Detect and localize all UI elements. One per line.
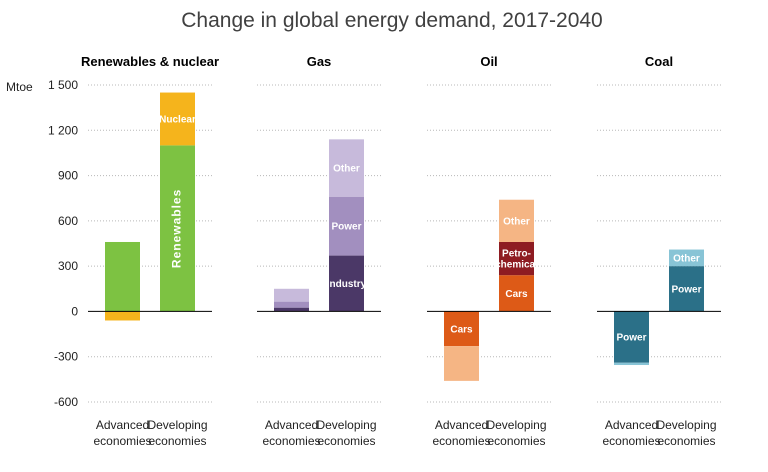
x-category-label: Advanced economies <box>262 418 320 448</box>
bar-segment-other <box>274 288 309 302</box>
y-axis-unit-label: Mtoe <box>6 80 33 94</box>
bar-segment-power <box>274 301 309 308</box>
y-tick-label: -600 <box>54 395 78 409</box>
segment-label: Other <box>333 164 360 175</box>
bar-segment-other <box>329 139 364 197</box>
segment-label: Industry <box>327 279 367 290</box>
segment-label: Nuclear <box>159 114 196 125</box>
y-tick-label: 900 <box>58 169 78 183</box>
panel-gas: Gas Industry Power Other Advanced economiesDe… <box>257 54 381 448</box>
segment-label: Power <box>671 284 701 295</box>
segment-label: Cars <box>505 289 528 300</box>
y-tick-label: 1 200 <box>48 123 78 137</box>
panel-coal: Coal Power Power Other Advanced economiesDeve… <box>597 54 721 448</box>
panel-title: Renewables & nuclear <box>81 54 219 69</box>
x-category-label: Advanced economies <box>93 418 151 448</box>
bar-segment-renewables <box>160 145 195 312</box>
x-category-label: Advanced economies <box>432 418 490 448</box>
bar-segment-cars <box>444 311 479 347</box>
x-category-label: Developing economies <box>486 418 546 448</box>
bar-segment-cars <box>499 275 534 312</box>
bar-segment-power <box>329 196 364 256</box>
panel-title: Gas <box>307 54 332 69</box>
segment-label: Renewables <box>170 189 184 268</box>
bar-segment-power <box>614 311 649 363</box>
x-category-label: Developing economies <box>147 418 207 448</box>
y-tick-label: 0 <box>71 304 78 318</box>
segment-label: Cars <box>450 324 473 335</box>
bar-segment-power <box>669 266 704 312</box>
segment-label: Other <box>673 253 700 264</box>
panel-oil: Oil Cars Cars Petro-chemical Other Advanced ec… <box>427 54 551 448</box>
bar-segment-nuclear <box>105 311 140 321</box>
bar-segment-nuclear <box>160 92 195 146</box>
segment-label: Other <box>503 216 530 227</box>
panel-title: Oil <box>480 54 497 69</box>
segment-label: Petro-chemical <box>495 249 538 271</box>
y-tick-label: 1 500 <box>48 78 78 92</box>
bar-segment-other <box>669 249 704 267</box>
y-tick-label: -300 <box>54 350 78 364</box>
segment-label: Power <box>331 222 361 233</box>
y-tick-label: 300 <box>58 259 78 273</box>
bar-segment-renewables <box>105 241 140 312</box>
bar-segment-industry <box>274 307 309 312</box>
x-category-label: Developing economies <box>316 418 376 448</box>
y-tick-label: 600 <box>58 214 78 228</box>
x-category-label: Developing economies <box>656 418 716 448</box>
bar-segment-other <box>614 362 649 366</box>
x-category-label: Advanced economies <box>602 418 660 448</box>
bar-segment-other <box>499 199 534 242</box>
panel-title: Coal <box>645 54 673 69</box>
bar-segment-petrochemical <box>499 241 534 276</box>
panel-renewables-nuclear: Renewables & nuclear Renewables Nuclear Adv… <box>81 54 219 448</box>
bar-segment-other <box>444 346 479 381</box>
segment-label: Power <box>616 333 646 344</box>
bar-segment-industry <box>329 255 364 312</box>
chart-title: Change in global energy demand, 2017-204… <box>181 9 603 32</box>
